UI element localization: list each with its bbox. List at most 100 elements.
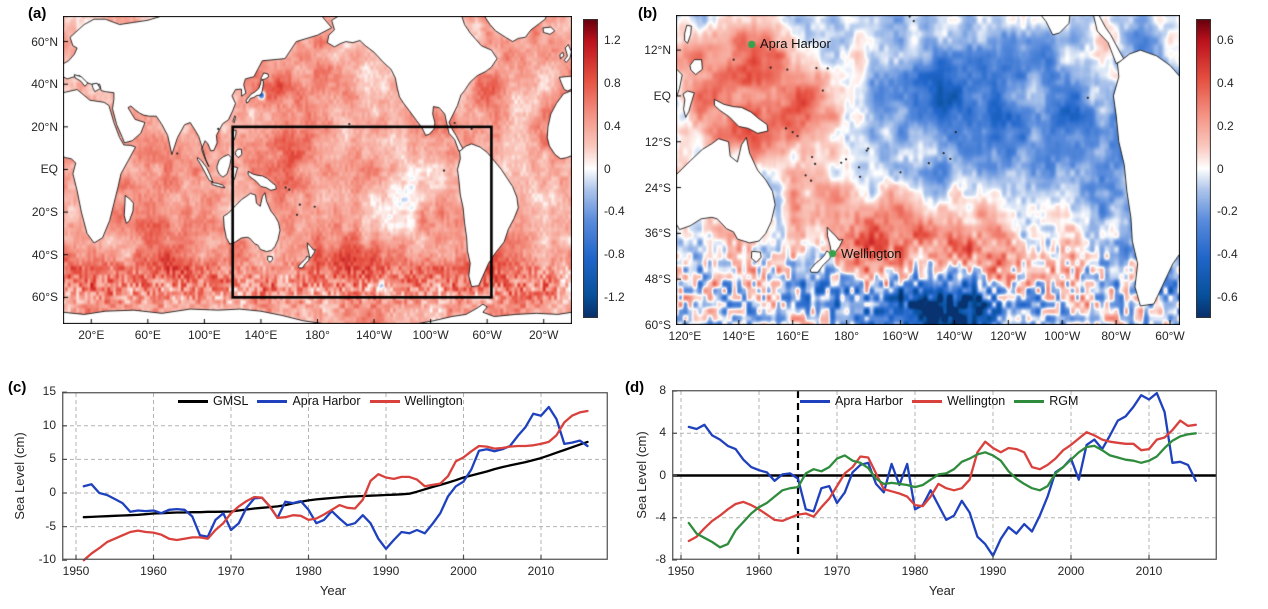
legend-d-label-2: RGM bbox=[1049, 394, 1079, 408]
map-a-xtick-7: 60°W bbox=[472, 328, 502, 342]
colorbar-b-tick-6: -0.6 bbox=[1217, 289, 1238, 304]
map-b-ytick-5: 48°S bbox=[644, 272, 671, 287]
map-b-xtick-4: 160°W bbox=[882, 329, 919, 343]
legend-d-label-1: Wellington bbox=[947, 394, 1006, 408]
map-b-xtick-2: 160°E bbox=[776, 329, 810, 343]
chart-d-xtick-1: 1960 bbox=[745, 564, 773, 578]
map-b-canvas bbox=[676, 15, 1180, 325]
map-b-ytick-2: 12°S bbox=[644, 134, 671, 149]
chart-c-ytick-1: 10 bbox=[42, 417, 56, 432]
panel-d-label: (d) bbox=[625, 379, 645, 396]
chart-d-series-rgm bbox=[687, 432, 1197, 549]
chart-c-xtick-5: 2000 bbox=[450, 564, 477, 578]
map-b-ytick-3: 24°S bbox=[644, 180, 671, 195]
panel-a-label: (a) bbox=[28, 5, 47, 22]
legend-c-swatch-2 bbox=[369, 399, 400, 403]
map-b-xtick-0: 120°E bbox=[668, 329, 702, 343]
legend-d-swatch-1 bbox=[912, 399, 943, 403]
map-b-ytick-4: 36°S bbox=[644, 226, 671, 241]
chart-d-plot bbox=[672, 390, 1217, 561]
map-b-ytick-1: EQ bbox=[653, 88, 671, 103]
colorbar-a-tick-2: 0.4 bbox=[604, 118, 621, 133]
map-b-xtick-3: 180° bbox=[834, 329, 859, 343]
map-b-xtick-7: 100°W bbox=[1044, 329, 1081, 343]
map-a-ytick-0: 60°N bbox=[31, 34, 58, 49]
chart-d-xtick-0: 1950 bbox=[667, 564, 695, 578]
colorbar-a-tick-6: -1.2 bbox=[604, 289, 625, 304]
chart-c-series-wellington bbox=[82, 409, 589, 562]
chart-d-series-apra-harbor bbox=[687, 391, 1197, 557]
legend-d-entry-0: Apra Harbor bbox=[800, 394, 903, 408]
map-b-xtick-9: 60°W bbox=[1155, 329, 1185, 343]
legend-d-swatch-0 bbox=[800, 399, 830, 403]
map-a-xtick-6: 100°W bbox=[412, 328, 449, 342]
chart-c-xtick-2: 1970 bbox=[217, 564, 245, 578]
map-b-xtick-1: 140°E bbox=[722, 329, 756, 343]
map-a-xtick-2: 100°E bbox=[187, 328, 221, 342]
colorbar-a-tick-0: 1.2 bbox=[604, 33, 621, 48]
legend-c-entry-2: Wellington bbox=[369, 394, 463, 408]
map-b-xtick-8: 80°W bbox=[1101, 329, 1131, 343]
legend-c-label-1: Apra Harbor bbox=[292, 394, 361, 408]
map-a-xtick-4: 180° bbox=[305, 328, 330, 342]
map-b-xtick-6: 120°W bbox=[990, 329, 1027, 343]
map-b-ytick-0: 12°N bbox=[644, 43, 671, 58]
map-b-ytick-6: 60°S bbox=[644, 318, 671, 332]
panel-c-label: (c) bbox=[8, 379, 27, 396]
chart-c-legend: GMSL Apra Harbor Wellington bbox=[178, 394, 463, 408]
chart-d-xtick-6: 2010 bbox=[1135, 564, 1163, 578]
map-a-xtick-1: 60°E bbox=[134, 328, 161, 342]
marker-label-wellington: Wellington bbox=[841, 246, 902, 261]
chart-d-xlabel: Year bbox=[928, 583, 956, 598]
colorbar-b-tick-1: 0.4 bbox=[1217, 76, 1234, 91]
legend-d-swatch-2 bbox=[1014, 399, 1045, 403]
map-a-ytick-4: 20°S bbox=[31, 205, 58, 220]
marker-label-apra-harbor: Apra Harbor bbox=[760, 36, 831, 51]
chart-c-xtick-0: 1950 bbox=[62, 564, 90, 578]
chart-d-ytick-0: 8 bbox=[659, 383, 666, 398]
map-a-xtick-5: 140°W bbox=[355, 328, 393, 342]
legend-c-label-0: GMSL bbox=[213, 394, 249, 408]
legend-c-label-2: Wellington bbox=[404, 394, 463, 408]
chart-d-xtick-5: 2000 bbox=[1057, 564, 1085, 578]
map-a-ytick-5: 40°S bbox=[31, 247, 58, 262]
legend-c-entry-0: GMSL bbox=[178, 394, 248, 408]
chart-c-ytick-3: 0 bbox=[49, 485, 56, 499]
chart-c-ytick-0: 15 bbox=[42, 384, 56, 399]
colorbar-b-tick-5: -0.4 bbox=[1217, 246, 1238, 261]
chart-c-ylabel: Sea Level (cm) bbox=[12, 432, 27, 520]
chart-d-legend: Apra Harbor Wellington RGM bbox=[800, 394, 1078, 408]
chart-d-xtick-3: 1980 bbox=[901, 564, 929, 578]
chart-d-ytick-3: -4 bbox=[655, 509, 666, 524]
chart-c-xtick-4: 1990 bbox=[372, 564, 400, 578]
chart-c-series-gmsl bbox=[82, 440, 589, 519]
chart-d-xtick-2: 1970 bbox=[823, 564, 851, 578]
colorbar-a-tick-3: 0 bbox=[604, 161, 611, 176]
chart-c-xtick-3: 1980 bbox=[295, 564, 322, 578]
chart-c-series-apra-harbor bbox=[82, 405, 589, 550]
map-a-xtick-3: 140°E bbox=[244, 328, 278, 342]
colorbar-a-tick-5: -0.8 bbox=[604, 246, 625, 261]
chart-c-ytick-4: -5 bbox=[45, 518, 56, 533]
map-a-ytick-2: 20°N bbox=[31, 119, 58, 134]
map-a-canvas bbox=[63, 16, 572, 324]
colorbar-b-tick-2: 0.2 bbox=[1217, 118, 1234, 133]
chart-d-ytick-1: 4 bbox=[659, 425, 666, 440]
map-a-ytick-3: EQ bbox=[40, 162, 58, 177]
chart-d-ytick-2: 0 bbox=[659, 467, 666, 482]
legend-c-swatch-0 bbox=[178, 399, 208, 403]
chart-c-ytick-5: -10 bbox=[38, 552, 56, 567]
chart-d-xtick-4: 1990 bbox=[979, 564, 1007, 578]
legend-d-entry-2: RGM bbox=[1014, 394, 1078, 408]
map-a-ytick-6: 60°S bbox=[31, 290, 58, 305]
legend-d-entry-1: Wellington bbox=[912, 394, 1005, 408]
colorbar-a-tick-4: -0.4 bbox=[604, 204, 625, 219]
map-b-xtick-5: 140°W bbox=[936, 329, 973, 343]
colorbar-b-tick-0: 0.6 bbox=[1217, 33, 1234, 48]
chart-c-plot bbox=[62, 391, 608, 562]
chart-c-ytick-2: 5 bbox=[49, 451, 56, 466]
map-a-xtick-0: 20°E bbox=[78, 328, 105, 342]
chart-d-series-wellington bbox=[687, 419, 1197, 543]
colorbar-a bbox=[583, 19, 598, 318]
